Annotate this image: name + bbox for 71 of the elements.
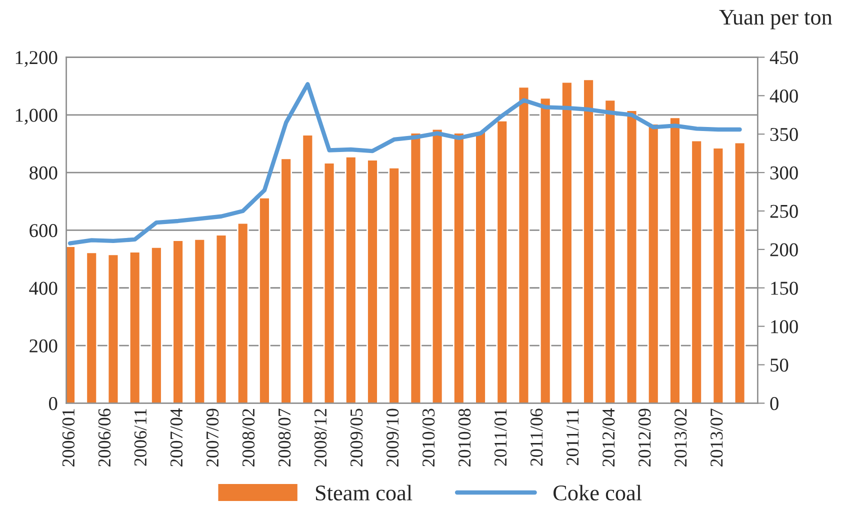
bar — [626, 110, 638, 404]
bar — [215, 234, 228, 404]
x-tick-label: 2013/07 — [710, 408, 723, 466]
bar — [172, 240, 184, 404]
bar — [712, 147, 724, 404]
y2-tick-label: 100 — [771, 320, 798, 334]
x-tick-label: 2009/05 — [350, 408, 363, 466]
bar — [107, 254, 120, 404]
x-tick-label: 2012/04 — [602, 408, 615, 466]
bar — [302, 134, 314, 404]
bar — [236, 222, 249, 404]
x-tick-label: 2010/03 — [422, 408, 435, 466]
bar — [734, 142, 746, 404]
bar — [410, 132, 422, 404]
y2-tick-label: 400 — [770, 89, 798, 103]
bar — [344, 156, 357, 404]
x-tick-label: 2007/09 — [206, 408, 219, 466]
y2-tick-label: 200 — [770, 243, 798, 256]
bar — [128, 251, 141, 404]
x-tick-label: 2010/08 — [458, 408, 471, 466]
y-tick-label: 800 — [30, 166, 58, 180]
line-series — [68, 82, 742, 246]
bar — [604, 99, 616, 404]
y2-axis-title: Yuan per ton — [719, 10, 832, 30]
y2-tick-label: 450 — [770, 51, 798, 64]
x-tick-label: 2008/12 — [314, 409, 327, 466]
y-tick-label: 600 — [30, 224, 58, 238]
y2-tick-label: 300 — [770, 166, 798, 180]
bar — [453, 132, 465, 404]
y2-tick-label: 350 — [770, 128, 798, 142]
y-tick-label: 400 — [29, 282, 58, 295]
bar — [366, 159, 378, 404]
bar — [496, 120, 508, 404]
x-tick-label: 2009/10 — [386, 408, 399, 466]
bar — [539, 97, 552, 404]
x-tick-label: 2006/01 — [62, 409, 75, 466]
bar — [474, 130, 486, 404]
x-tick-label: 2011/06 — [530, 408, 543, 466]
bar — [582, 78, 594, 404]
y-tick-label: 0 — [48, 397, 58, 410]
y2-tick-label: 50 — [770, 358, 788, 372]
y2-tick-label: 250 — [770, 204, 798, 218]
bar — [194, 238, 206, 404]
bar — [431, 128, 444, 404]
y-tick-label: 200 — [30, 339, 58, 352]
x-tick-label: 2006/11 — [134, 409, 147, 466]
bar — [647, 123, 660, 404]
x-tick-label: 2008/02 — [242, 409, 255, 466]
x-tick-label: 2008/07 — [278, 408, 291, 466]
x-tick-label: 2011/11 — [566, 409, 579, 466]
x-tick-label: 2006/06 — [98, 408, 111, 466]
x-tick-label: 2011/01 — [494, 409, 507, 466]
y2-tick-label: 0 — [770, 397, 778, 410]
bar — [323, 162, 336, 404]
bar — [518, 86, 530, 404]
x-tick-label: 2013/02 — [674, 409, 687, 466]
y2-tick-label: 150 — [771, 282, 798, 295]
bar — [86, 252, 98, 404]
x-tick-label: 2012/09 — [638, 408, 651, 466]
y-tick-label: 1,200 — [16, 51, 58, 67]
x-tick-label: 2007/04 — [170, 408, 183, 466]
bar — [388, 166, 400, 404]
bar — [561, 81, 573, 404]
bar — [258, 196, 270, 404]
bar — [669, 116, 681, 404]
bar — [150, 246, 162, 404]
bar — [690, 140, 702, 404]
bar — [280, 158, 292, 404]
legend-label: Steam coal — [316, 484, 412, 500]
y-tick-label: 1,000 — [16, 108, 58, 125]
legend-label: Coke coal — [554, 484, 642, 500]
